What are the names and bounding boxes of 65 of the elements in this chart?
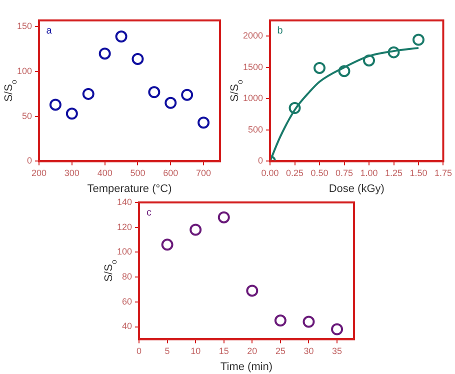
- point: [82, 88, 94, 100]
- y-tick-label: 500: [248, 124, 264, 134]
- point: [49, 98, 62, 111]
- x-axis-title: Dose (kGy): [328, 183, 384, 195]
- x-tick-label: 35: [332, 346, 342, 356]
- point: [198, 116, 210, 129]
- x-tick-label: 400: [97, 168, 112, 178]
- point: [164, 96, 177, 109]
- y-tick-label: 40: [122, 321, 132, 332]
- point: [388, 46, 400, 58]
- point: [98, 48, 111, 60]
- x-tick-label: 10: [190, 346, 201, 356]
- x-tick-label: 1.75: [434, 168, 452, 178]
- point: [314, 62, 326, 74]
- y-tick-label: 140: [116, 196, 132, 207]
- y-tick-label: 150: [16, 21, 32, 32]
- x-tick-label: 25: [275, 346, 286, 356]
- y-tick-label: 120: [116, 222, 132, 232]
- y-tick-label: 0: [258, 156, 264, 166]
- y-tick-label: 80: [122, 272, 132, 282]
- x-tick-label: 600: [163, 168, 178, 178]
- x-tick-label: 500: [130, 168, 146, 178]
- point: [246, 284, 258, 297]
- point: [331, 323, 344, 336]
- x-tick-label: 30: [304, 346, 314, 356]
- point: [148, 86, 160, 98]
- annotation: c: [146, 207, 152, 218]
- point: [218, 211, 230, 224]
- x-tick-label: 0: [136, 346, 142, 356]
- y-tick-label: 100: [16, 66, 32, 76]
- x-tick-label: 1.25: [384, 168, 403, 178]
- point: [66, 108, 78, 120]
- point: [363, 54, 376, 66]
- y-tick-label: 0: [27, 156, 32, 166]
- point: [412, 34, 424, 46]
- x-tick-label: 0.75: [335, 168, 354, 178]
- text: 1.00: [360, 168, 378, 178]
- x-axis-title: Time (min): [220, 361, 273, 373]
- point: [338, 65, 350, 78]
- y-tick-label: 100: [116, 246, 132, 257]
- y-tick-label: 1000: [242, 93, 264, 104]
- point: [132, 52, 144, 65]
- x-tick-label: 200: [32, 168, 47, 178]
- x-tick-label: 0.25: [286, 168, 304, 178]
- point: [115, 30, 128, 43]
- y-tick-label: 1500: [242, 62, 264, 72]
- x-tick-label: 700: [196, 168, 212, 178]
- point: [274, 314, 286, 327]
- point: [161, 238, 174, 251]
- x-tick-label: 5: [164, 346, 170, 356]
- x-tick-label: 300: [64, 168, 80, 178]
- x-tick-label: 15: [218, 346, 229, 356]
- annotation: b: [277, 25, 284, 36]
- y-tick-label: 2000: [242, 30, 264, 41]
- point: [181, 88, 194, 101]
- text: 1.50: [410, 168, 428, 178]
- annotation: a: [46, 25, 52, 36]
- point: [302, 316, 315, 328]
- y-tick-label: 60: [122, 296, 132, 306]
- x-axis-title: Temperature (°C): [87, 183, 172, 195]
- point: [190, 224, 202, 236]
- x-tick-label: 20: [247, 346, 258, 356]
- text: 0.00: [261, 168, 279, 178]
- text: 0.50: [310, 168, 328, 178]
- y-tick-label: 50: [22, 110, 32, 121]
